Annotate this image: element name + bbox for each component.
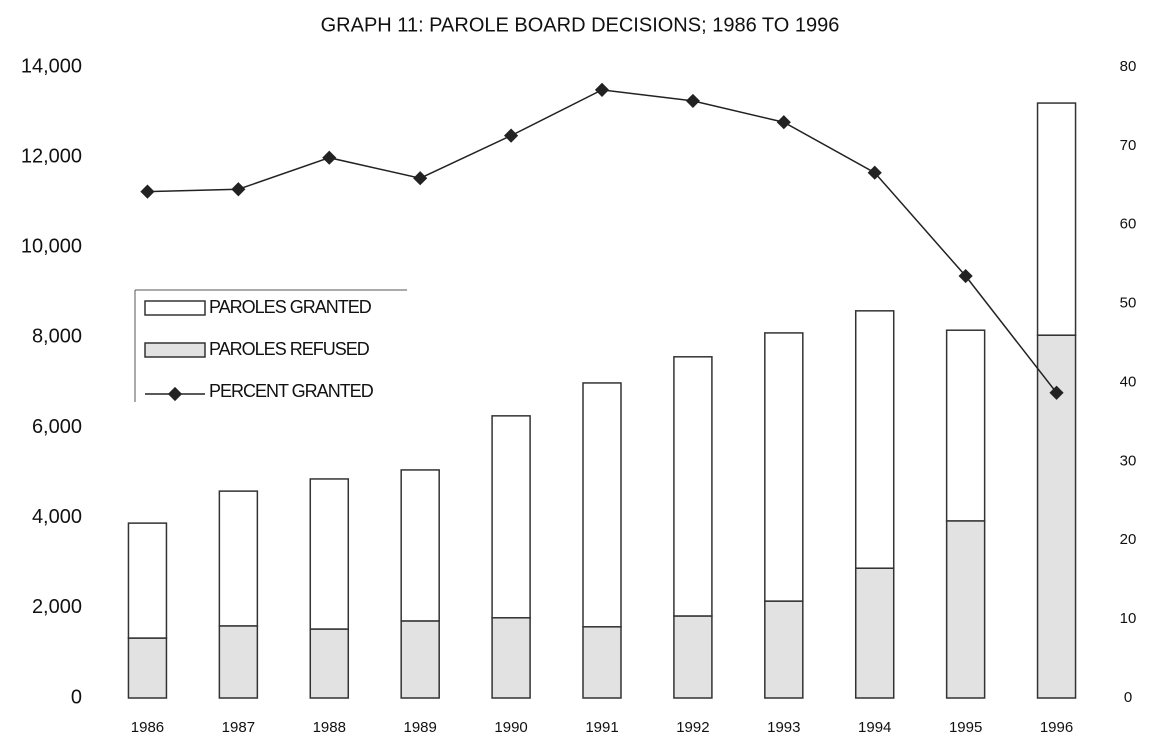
line-marker [504, 128, 519, 143]
bar-segment [400, 620, 440, 699]
legend-label: PAROLES GRANTED [209, 297, 372, 317]
line-marker [231, 182, 246, 197]
x-tick-label: 1992 [676, 719, 709, 736]
y2-tick-label: 0 [1124, 689, 1132, 706]
bar-segment [309, 478, 350, 630]
bar-segment [218, 625, 259, 699]
bar-segment [218, 490, 259, 627]
x-tick-label: 1991 [585, 719, 618, 736]
x-tick-label: 1990 [494, 719, 527, 736]
line-marker [1049, 385, 1064, 400]
x-tick-label: 1996 [1040, 719, 1073, 736]
bar-segment [582, 626, 622, 699]
legend-swatch [144, 300, 206, 316]
bar-segment [491, 617, 531, 699]
y2-tick-label: 10 [1120, 610, 1137, 627]
line-marker [322, 150, 337, 165]
y2-tick-label: 80 [1120, 58, 1137, 75]
legend-label: PERCENT GRANTED [209, 381, 374, 401]
y2-tick-label: 40 [1120, 373, 1137, 390]
bar-segment [400, 469, 440, 622]
y2-tick-label: 50 [1120, 295, 1137, 312]
bar-segment [582, 382, 622, 628]
bar-segment [127, 522, 168, 639]
x-tick-label: 1989 [403, 719, 436, 736]
line-marker [685, 93, 700, 108]
bar-segment [673, 615, 713, 699]
x-tick-label: 1993 [767, 719, 800, 736]
y2-tick-label: 30 [1120, 452, 1137, 469]
bar-segment [673, 356, 713, 617]
y-tick-label: 12,000 [21, 145, 82, 167]
y2-tick-label: 60 [1120, 216, 1137, 233]
bar-segment [1036, 102, 1077, 336]
line-marker [413, 171, 428, 186]
chart-title: GRAPH 11: PAROLE BOARD DECISIONS; 1986 T… [321, 14, 840, 36]
bar-segment [127, 637, 168, 699]
legend-label: PAROLES REFUSED [209, 339, 370, 359]
y-tick-label: 4,000 [32, 506, 82, 528]
line-marker [776, 115, 791, 130]
y2-tick-label: 20 [1120, 531, 1137, 548]
x-tick-label: 1995 [949, 719, 982, 736]
x-tick-label: 1994 [858, 719, 891, 736]
line-marker [958, 268, 973, 284]
y-tick-label: 10,000 [21, 236, 82, 258]
y-tick-label: 2,000 [32, 596, 82, 618]
line-marker [867, 165, 882, 180]
line-marker [594, 82, 610, 97]
x-tick-label: 1988 [313, 719, 346, 736]
legend-swatch [144, 342, 206, 358]
bar-segment [854, 310, 895, 569]
x-tick-label: 1986 [131, 719, 164, 736]
legend-marker [167, 386, 183, 402]
bar-segment [854, 567, 895, 699]
bar-segment [491, 415, 531, 619]
bar-segment [945, 520, 986, 699]
y2-tick-label: 70 [1120, 137, 1137, 154]
y-tick-label: 0 [71, 686, 82, 708]
bar-segment [764, 332, 804, 602]
bar-segment [309, 628, 350, 699]
y-tick-label: 6,000 [32, 416, 82, 438]
x-tick-label: 1987 [222, 719, 255, 736]
y-tick-label: 8,000 [32, 326, 82, 348]
y-tick-label: 14,000 [21, 55, 82, 77]
line-marker [140, 184, 155, 199]
bar-segment [945, 329, 986, 522]
bar-segment [764, 600, 804, 699]
